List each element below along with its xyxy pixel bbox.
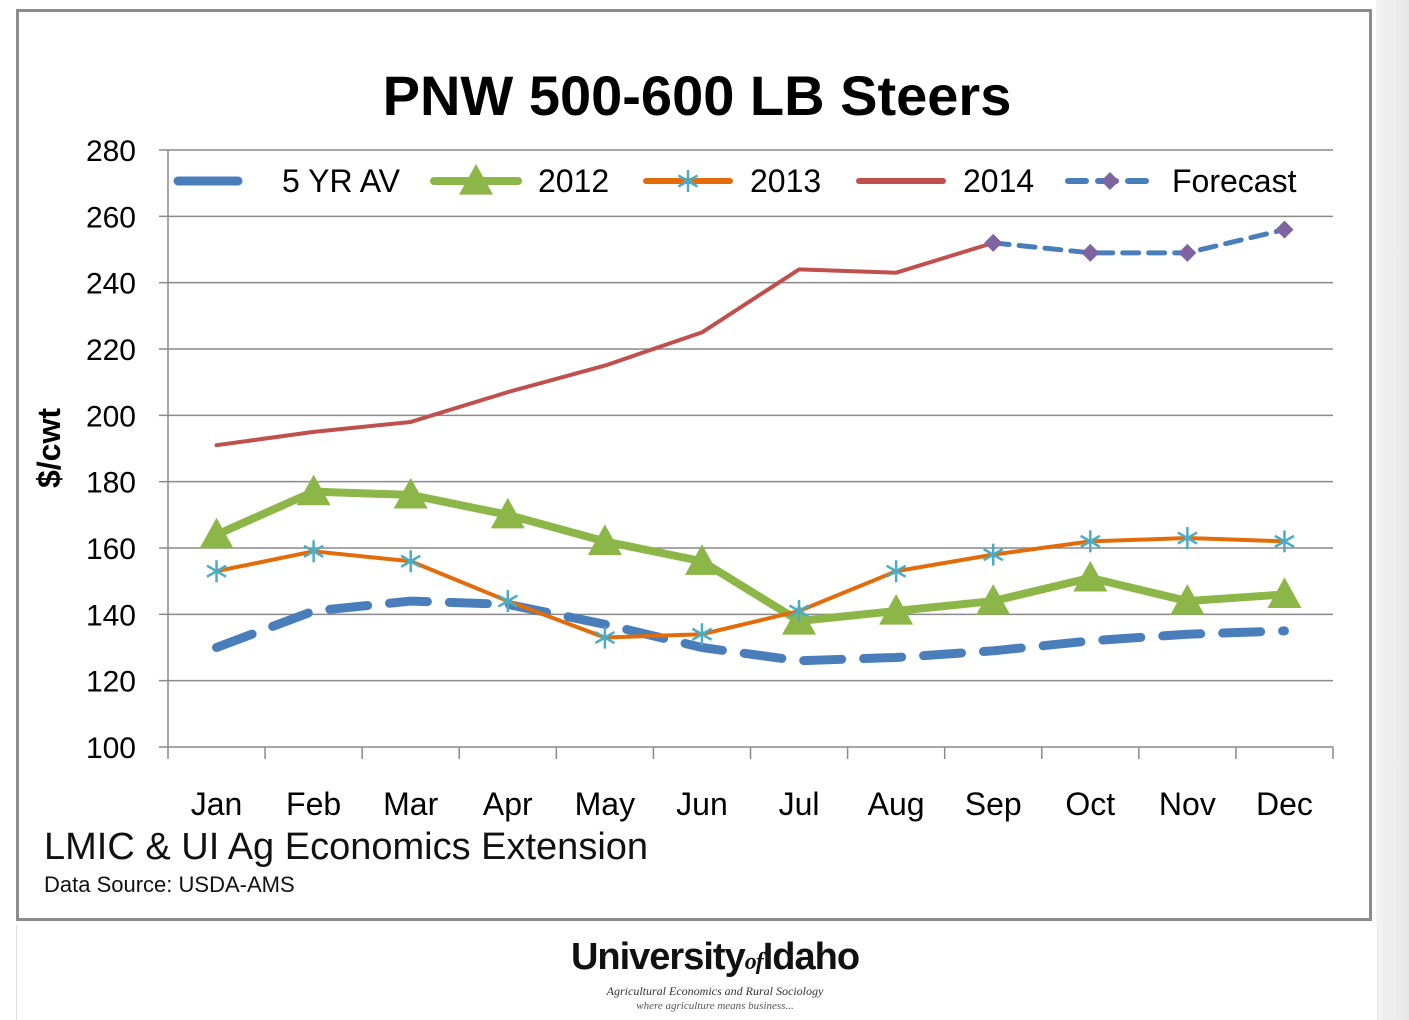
asterisk-stroke — [1080, 534, 1101, 548]
legend-entry: 2012 — [430, 163, 609, 199]
legend-label: 2013 — [750, 163, 821, 199]
triangle-marker — [459, 164, 493, 195]
y-tick-label: 260 — [86, 201, 136, 234]
asterisk-marker — [206, 560, 227, 583]
y-tick-label: 100 — [86, 732, 136, 765]
logo-subtitle: Agricultural Economics and Rural Sociolo… — [606, 984, 824, 998]
triangle-marker — [296, 474, 331, 506]
asterisk-stroke — [983, 548, 1004, 562]
asterisk-marker — [885, 560, 907, 583]
diamond-marker — [1081, 243, 1100, 262]
triangle-marker — [879, 594, 914, 625]
x-tick-label: Feb — [286, 786, 341, 822]
university-logo: UniversityofIdaho Agricultural Economics… — [520, 935, 910, 1015]
diamond-marker — [1178, 243, 1197, 262]
legend-entry: 2013 — [643, 163, 821, 199]
triangle-marker — [587, 524, 622, 555]
asterisk-marker — [983, 543, 1004, 566]
diamond-marker — [1101, 172, 1119, 190]
asterisk-marker — [788, 600, 810, 623]
logo-tagline: where agriculture means business... — [636, 1000, 794, 1012]
triangle-marker — [1073, 560, 1108, 592]
logo-word-of: of — [744, 949, 764, 975]
y-axis-label: $/cwt — [31, 408, 67, 488]
logo-word-university: University — [570, 936, 746, 978]
x-tick-label: Dec — [1256, 786, 1313, 822]
data-series — [199, 220, 1302, 666]
credit-text: LMIC & UI Ag Economics Extension — [44, 826, 649, 868]
data-source-text: Data Source: USDA-AMS — [44, 872, 295, 897]
footer-strip — [16, 925, 1378, 1020]
asterisk-marker — [1080, 530, 1101, 553]
asterisk-stroke — [400, 554, 421, 568]
legend-entry: 5 YR AV — [173, 163, 401, 199]
legend: 5 YR AV 2012 2013 2014 Forecast — [173, 163, 1297, 199]
series-line-5-yr-av — [212, 596, 1289, 666]
series-line-2012 — [212, 487, 1289, 625]
chart-frame — [16, 9, 1372, 921]
logo-wordmark: UniversityofIdaho — [520, 935, 910, 984]
asterisk-stroke — [206, 564, 227, 578]
triangle-marker — [490, 497, 525, 529]
asterisk-marker — [303, 540, 324, 563]
y-tick-label: 140 — [86, 599, 136, 632]
asterisk-marker — [400, 550, 421, 573]
x-tick-label: Sep — [965, 786, 1022, 822]
asterisk-stroke — [788, 604, 810, 618]
axes: 100 120 140 160 180 200 220 240 260 280 Jan Feb Mar A… — [86, 135, 1334, 822]
triangle-marker — [1170, 584, 1205, 615]
y-tick-label: 280 — [86, 135, 136, 168]
legend-label: Forecast — [1172, 163, 1297, 199]
asterisk-stroke — [1274, 534, 1295, 548]
y-tick-label: 160 — [86, 533, 136, 566]
asterisk-marker — [691, 623, 713, 646]
triangle-marker — [393, 477, 428, 509]
line-chart: PNW 500-600 LB Steers $/cwt 100 120 140 160… — [31, 64, 1334, 822]
x-tick-label: Jun — [676, 786, 728, 822]
triangle-marker — [976, 584, 1011, 615]
asterisk-marker — [1177, 527, 1198, 550]
asterisk-stroke — [677, 174, 699, 188]
asterisk-stroke — [594, 630, 616, 645]
triangle-marker — [684, 544, 719, 575]
asterisk-marker — [497, 590, 518, 613]
logo-word-idaho: Idaho — [762, 936, 860, 978]
x-tick-label: Oct — [1065, 786, 1115, 822]
asterisk-marker — [677, 170, 699, 192]
y-tick-label: 200 — [86, 400, 136, 433]
gridlines — [168, 149, 1333, 682]
y-tick-label: 120 — [86, 666, 136, 699]
asterisk-stroke — [303, 544, 324, 558]
series-line-2013 — [214, 536, 1287, 640]
x-tick-label: Aug — [868, 786, 925, 822]
chart-title: PNW 500-600 LB Steers — [383, 64, 1012, 127]
triangle-marker — [1267, 577, 1302, 609]
asterisk-stroke — [691, 627, 713, 641]
x-tick-label: May — [575, 786, 635, 822]
asterisk-marker — [1274, 530, 1295, 553]
legend-label: 2014 — [963, 163, 1034, 199]
legend-label: 5 YR AV — [282, 163, 401, 199]
x-tick-label: Jan — [191, 786, 243, 822]
y-tick-label: 240 — [86, 268, 136, 301]
x-tick-label: Apr — [483, 786, 533, 822]
series-line-forecast — [990, 227, 1287, 256]
y-tick-label: 180 — [86, 467, 136, 500]
triangle-marker — [199, 517, 234, 549]
asterisk-stroke — [497, 594, 518, 608]
diamond-marker — [984, 233, 1003, 252]
x-tick-label: Nov — [1159, 786, 1216, 822]
legend-entry: 2014 — [856, 163, 1034, 199]
series-line-2014 — [214, 240, 996, 448]
x-tick-label: Mar — [383, 786, 438, 822]
page-side-shadow — [1376, 0, 1409, 1020]
asterisk-stroke — [885, 564, 907, 578]
x-tick-label: Jul — [779, 786, 820, 822]
legend-label: 2012 — [538, 163, 609, 199]
asterisk-marker — [594, 626, 616, 649]
diamond-marker — [1275, 220, 1294, 239]
y-tick-label: 220 — [86, 334, 136, 367]
asterisk-stroke — [1177, 531, 1198, 545]
legend-entry: Forecast — [1065, 163, 1297, 199]
